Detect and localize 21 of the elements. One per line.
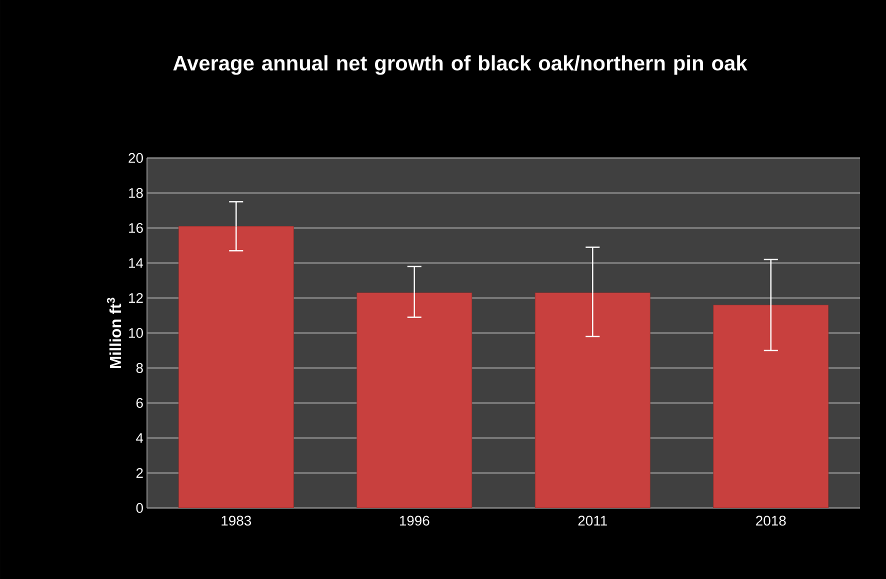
chart-title: Average annual net growth of black oak/northern pin oak	[173, 55, 748, 75]
y-tick-label: 12	[129, 293, 143, 303]
bar	[178, 226, 294, 508]
bar	[534, 292, 650, 508]
y-tick-label: 18	[129, 188, 143, 198]
y-tick-label: 10	[129, 328, 143, 338]
x-tick-label: 1983	[222, 516, 252, 526]
y-tick-label: 4	[136, 433, 144, 443]
y-tick-label: 6	[136, 398, 143, 408]
y-tick-label: 8	[136, 363, 143, 373]
y-tick-label: 2	[136, 468, 143, 478]
bar	[356, 292, 472, 508]
bar	[713, 304, 829, 508]
x-tick-label: 2011	[578, 516, 607, 526]
y-tick-label: 14	[129, 258, 144, 268]
y-tick-label: 16	[129, 223, 143, 233]
y-tick-label: 20	[128, 153, 143, 163]
x-tick-label: 1996	[400, 516, 430, 526]
y-axis-title: Million ft$^{3}$	[106, 298, 122, 368]
x-tick-label: 2018	[756, 516, 786, 526]
y-tick-label: 0	[136, 503, 143, 513]
